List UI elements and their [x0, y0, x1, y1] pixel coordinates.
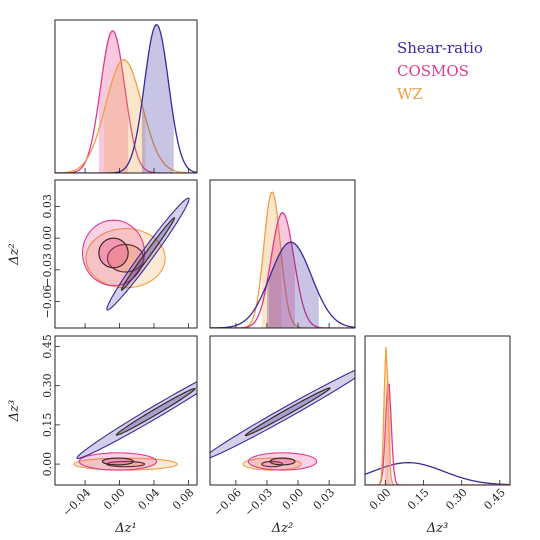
x-tick-label: −0.06 — [211, 486, 244, 519]
contour-panel-z1-z2: −0.06−0.03 0.00 0.03 Δz² — [7, 179, 198, 329]
marginal-wz — [210, 191, 355, 328]
panel-frame — [54, 19, 198, 174]
contour68-shear-ratio — [244, 387, 331, 437]
contour-panel-z1-z3: 0.00 0.15 0.30 0.45 Δz³ −0.04 0.00 0.04 0.08 Δz¹ — [7, 334, 198, 536]
marginal-panel-z1 — [54, 19, 198, 174]
legend-shear-ratio: Shear-ratio — [397, 39, 483, 57]
x-tick-label: 0.30 — [443, 486, 470, 513]
x-tick-label: 0.45 — [481, 486, 508, 513]
marginal-panel-z3: 0.00 0.15 0.30 0.45 Δz³ — [364, 335, 511, 536]
panel-frame — [54, 179, 198, 329]
contour95-wz — [85, 228, 166, 289]
x-tick-label: 0.15 — [405, 486, 432, 513]
y-tick-label: 0.15 — [41, 413, 54, 438]
panel-frame — [209, 335, 356, 486]
contour95-cosmos — [247, 452, 318, 471]
y-tick-label: 0.45 — [41, 334, 54, 359]
x-tick-label: −0.04 — [60, 486, 93, 519]
panel-frame — [364, 335, 511, 486]
legend-wz: WZ — [397, 85, 423, 103]
band-cosmos — [269, 212, 295, 328]
y-axis-label-z3: Δz³ — [7, 400, 22, 422]
y-tick-label: −0.06 — [41, 285, 54, 319]
panel-frame — [209, 179, 356, 329]
y-tick-label: 0.00 — [41, 452, 54, 477]
marginal-shear-ratio — [210, 241, 355, 328]
marginal-wz — [55, 59, 197, 173]
y-tick-label: 0.03 — [41, 194, 54, 219]
y-tick-label: 0.30 — [41, 373, 54, 398]
x-tick-label: 0.00 — [280, 486, 307, 513]
band-cosmos — [98, 30, 129, 173]
x-tick-label: 0.04 — [136, 486, 163, 513]
contour-panel-z2-z3: −0.06−0.03 0.00 0.03 Δz² — [209, 335, 356, 536]
marginal-wz — [365, 346, 510, 485]
x-axis-label-z1: Δz¹ — [114, 521, 136, 536]
contour68-cosmos — [269, 457, 296, 466]
contour95-cosmos — [78, 452, 158, 471]
contour68-wz — [261, 460, 284, 468]
contour68-cosmos — [101, 457, 134, 466]
x-tick-label: 0.03 — [311, 486, 338, 513]
y-tick-label: −0.03 — [41, 253, 54, 287]
x-tick-label: −0.03 — [242, 486, 275, 519]
contour68-cosmos — [98, 237, 129, 269]
marginal-panel-z2 — [209, 179, 356, 329]
x-axis-label-z3: Δz³ — [426, 521, 448, 536]
marginal-shear-ratio — [55, 24, 197, 173]
legend-cosmos: COSMOS — [397, 62, 469, 80]
marginal-cosmos — [365, 383, 510, 485]
band-shear-ratio — [141, 24, 174, 173]
y-tick-label: 0.00 — [41, 226, 54, 251]
marginal-shear-ratio — [365, 461, 510, 485]
x-tick-label: 0.08 — [170, 486, 197, 513]
panel-frame — [54, 335, 198, 486]
contour68-shear-ratio — [120, 217, 176, 291]
x-axis-label-z2: Δz² — [271, 521, 293, 536]
x-tick-label: 0.00 — [101, 486, 128, 513]
marginal-cosmos — [55, 30, 197, 173]
contour95-shear-ratio — [106, 197, 190, 311]
x-tick-label: 0.00 — [367, 486, 394, 513]
band-wz — [383, 346, 389, 485]
contour68-wz — [106, 243, 145, 273]
y-axis-label-z2: Δz² — [7, 243, 22, 265]
contour68-shear-ratio — [115, 387, 196, 436]
legend: Shear-ratio COSMOS WZ — [397, 39, 483, 103]
